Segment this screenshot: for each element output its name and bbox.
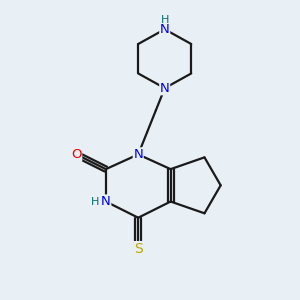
Text: N: N (160, 23, 169, 36)
Text: N: N (160, 82, 169, 95)
Text: N: N (101, 195, 111, 208)
Text: H: H (91, 196, 99, 206)
Text: O: O (71, 148, 82, 161)
Text: H: H (160, 15, 169, 25)
Text: N: N (133, 148, 143, 161)
Text: S: S (134, 242, 142, 256)
